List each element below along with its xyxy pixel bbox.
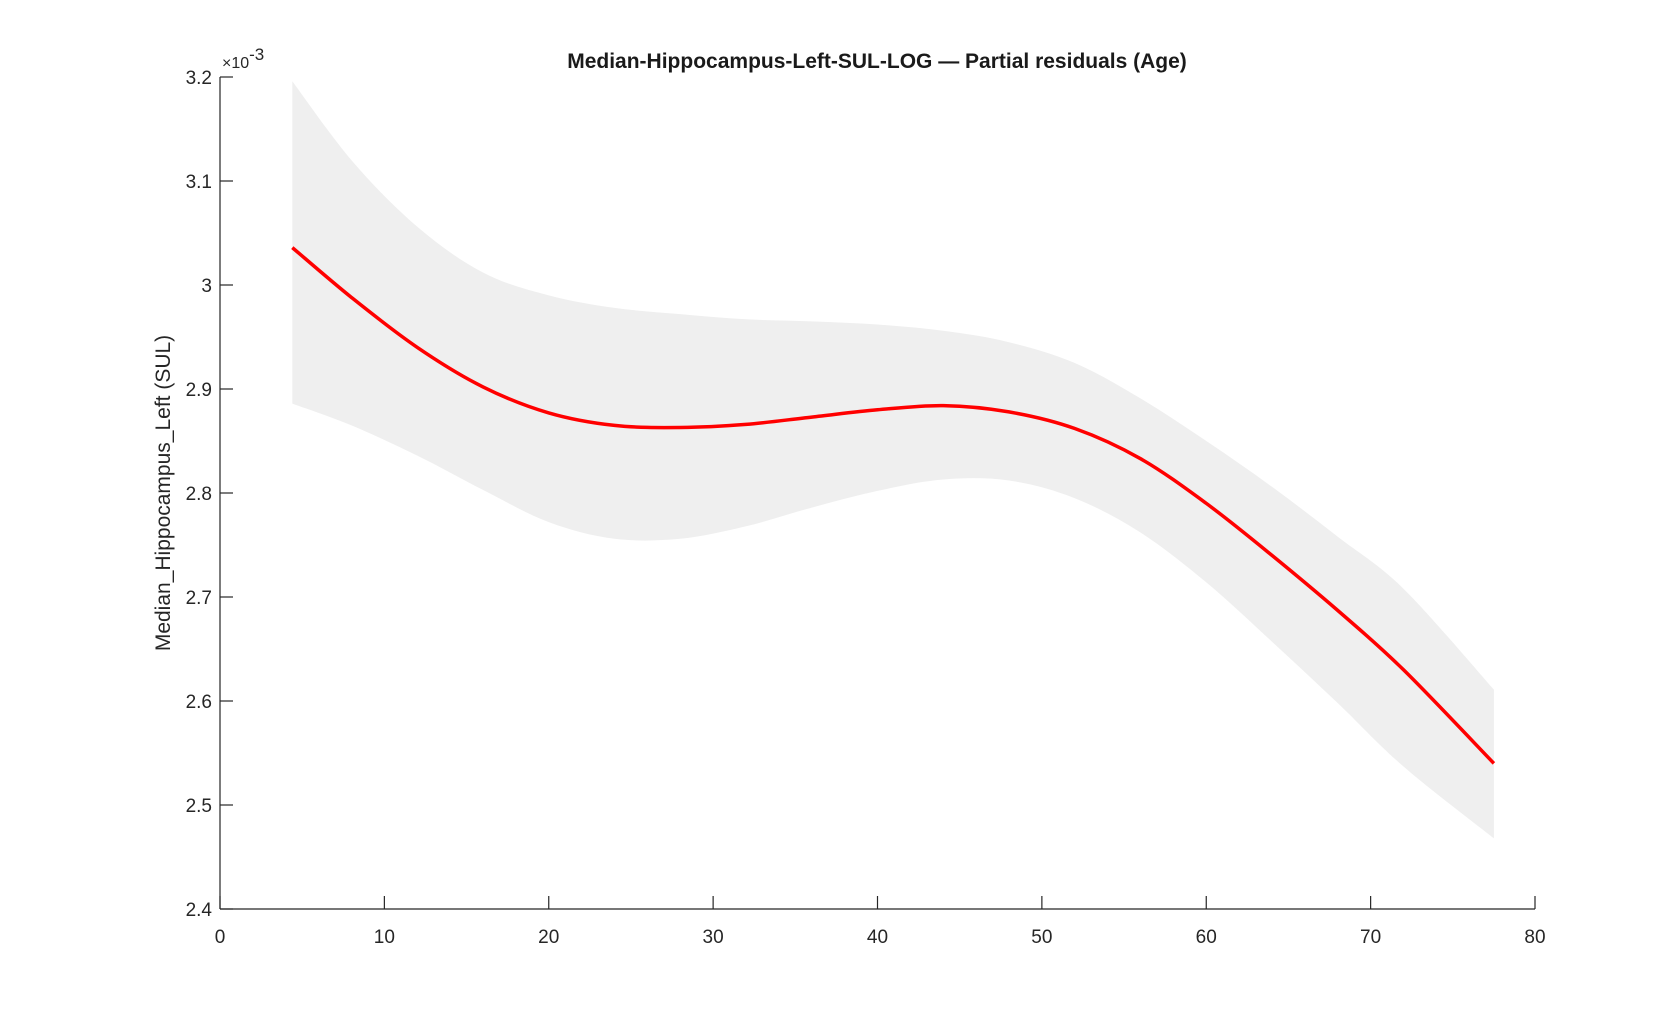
y-axis-label: Median_Hippocampus_Left (SUL) <box>152 335 175 651</box>
x-tick-label: 20 <box>538 927 559 948</box>
y-tick-label: 2.9 <box>186 380 212 401</box>
y-axis-multiplier: ×10-3 <box>222 45 264 72</box>
y-tick-label: 2.4 <box>186 900 213 921</box>
fit-curve <box>291 246 1496 765</box>
y-tick-label: 3.1 <box>186 172 212 193</box>
y-multiplier-exponent: -3 <box>249 45 264 64</box>
y-tick-label: 2.6 <box>186 692 212 713</box>
y-tick-label: 2.7 <box>186 588 212 609</box>
y-tick-label: 2.8 <box>186 484 212 505</box>
y-multiplier-base: ×10 <box>222 55 249 72</box>
x-tick-label: 80 <box>1524 927 1545 948</box>
x-tick-label: 70 <box>1360 927 1381 948</box>
y-tick-label: 3.2 <box>186 68 212 89</box>
x-tick-label: 10 <box>374 927 395 948</box>
x-tick-label: 0 <box>215 927 226 948</box>
x-tick-label: 60 <box>1196 927 1217 948</box>
y-tick-label: 2.5 <box>186 796 212 817</box>
confidence-band <box>292 81 1494 839</box>
x-tick-label: 50 <box>1031 927 1052 948</box>
x-ticks: 0 10 20 30 40 50 60 70 80 <box>215 896 1546 948</box>
plot-area <box>291 81 1496 839</box>
chart-title: Median-Hippocampus-Left-SUL-LOG — Partia… <box>567 50 1187 73</box>
y-tick-label: 3 <box>201 276 212 297</box>
x-tick-label: 40 <box>867 927 888 948</box>
y-ticks: 2.4 2.5 2.6 2.7 2.8 2.9 3 3.1 3.2 <box>186 68 233 921</box>
x-tick-label: 30 <box>703 927 724 948</box>
